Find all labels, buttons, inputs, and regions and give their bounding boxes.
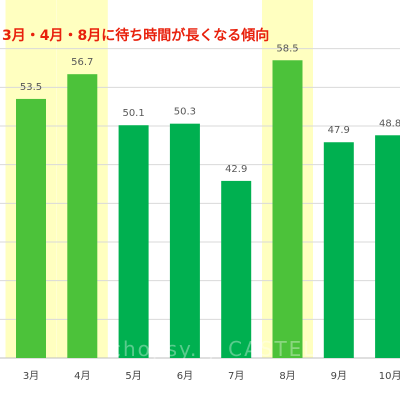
x-tick-label: 9月 — [331, 370, 347, 382]
data-label: 50.1 — [122, 108, 144, 119]
data-label: 42.9 — [225, 164, 247, 175]
watermark: chopsy.ly CASTEL — [110, 337, 316, 361]
x-tick-label: 8月 — [279, 370, 295, 382]
x-tick-label: 10月 — [379, 370, 400, 382]
data-label: 48.8 — [379, 118, 400, 129]
data-label: 47.9 — [328, 125, 350, 136]
x-tick-label: 6月 — [177, 370, 193, 382]
bar — [272, 60, 303, 359]
x-tick-labels: 3月 4月 5月 6月 7月 8月 9月 10月 — [23, 370, 400, 382]
data-label: 56.7 — [71, 57, 93, 68]
bar — [118, 125, 149, 358]
x-tick-label: 3月 — [23, 370, 39, 382]
bars — [16, 60, 400, 359]
bar — [16, 98, 46, 358]
data-label: 50.3 — [174, 107, 196, 118]
data-label: 53.5 — [20, 82, 42, 93]
bar — [375, 135, 400, 358]
bar — [169, 123, 200, 359]
bar — [221, 180, 252, 358]
bar — [323, 142, 354, 358]
x-tick-label: 5月 — [125, 370, 141, 382]
x-tick-label: 4月 — [74, 370, 90, 382]
data-labels: 53.5 56.7 50.1 50.3 42.9 58.5 47.9 48.8 — [20, 43, 400, 175]
data-label: 58.5 — [276, 43, 298, 54]
highlight-bands — [5, 0, 313, 358]
bar — [67, 74, 98, 358]
chart-title: 3月・4月・8月に待ち時間が長くなる傾向 — [2, 27, 269, 44]
x-tick-label: 7月 — [228, 370, 244, 382]
